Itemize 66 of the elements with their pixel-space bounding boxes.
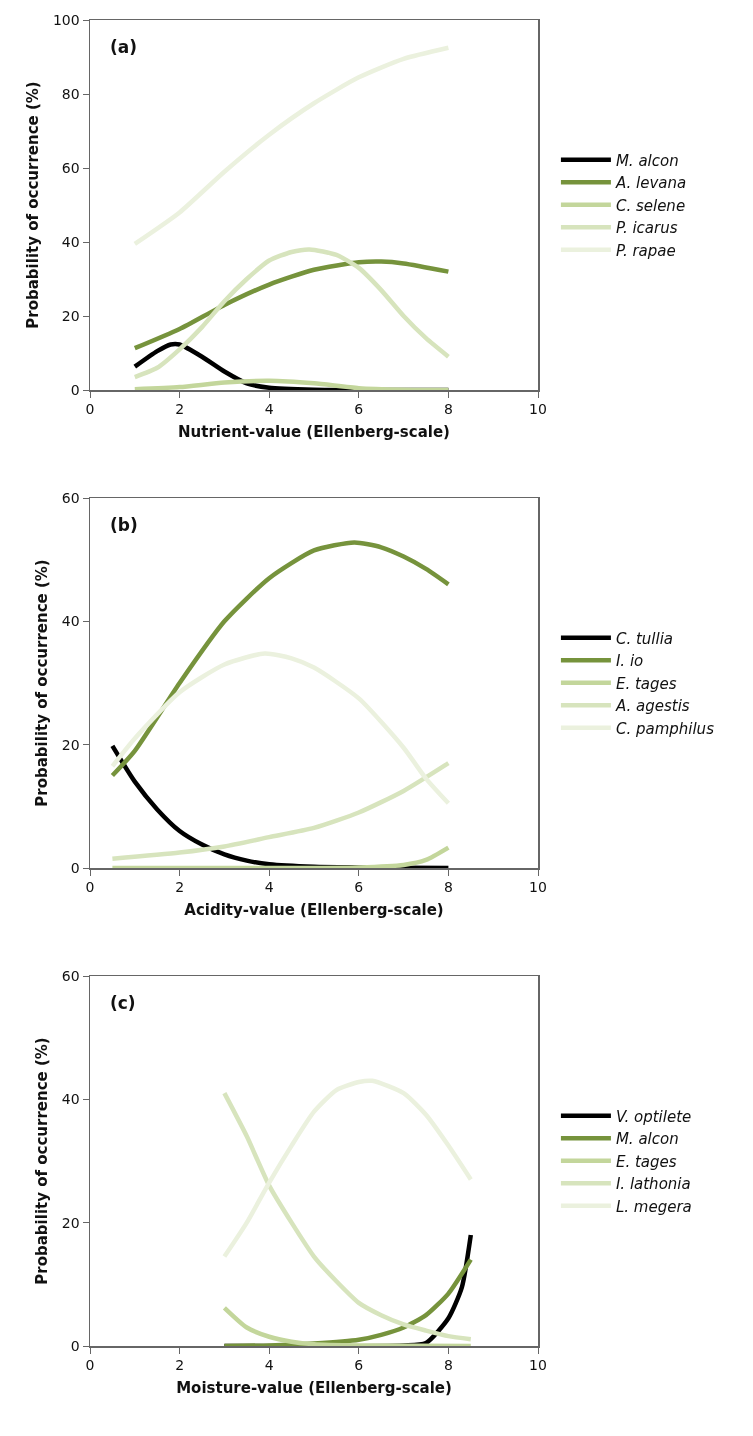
legend-label: A. levana	[614, 174, 687, 193]
legend-label: E. tages	[615, 674, 677, 693]
x-tick-label: 6	[354, 1357, 364, 1374]
x-axis-title: Nutrient-value (Ellenberg-scale)	[178, 423, 450, 442]
line-series	[132, 378, 451, 390]
line-series	[222, 1078, 474, 1259]
y-tick-label: 0	[70, 1337, 80, 1354]
x-tick-label: 4	[264, 879, 274, 896]
line-series	[132, 247, 451, 380]
y-tick-label: 40	[61, 233, 80, 250]
x-tick-label: 4	[264, 1357, 274, 1374]
legend-label: V. optilete	[615, 1107, 692, 1126]
x-tick-label: 0	[85, 401, 95, 418]
y-tick-label: 60	[61, 489, 80, 506]
legend-label: A. agestis	[614, 697, 690, 716]
y-tick-label: 40	[61, 613, 80, 630]
line-series	[110, 760, 451, 861]
line-series	[110, 651, 451, 806]
x-tick-label: 4	[264, 401, 274, 418]
legend-label: C. selene	[615, 196, 686, 215]
y-axis-title: Probability of occurrence (%)	[33, 559, 52, 807]
x-tick-label: 8	[443, 401, 453, 418]
legend-label: I. lathonia	[615, 1175, 691, 1194]
y-tick-label: 100	[52, 11, 80, 28]
x-tick-label: 6	[354, 879, 364, 896]
x-tick-label: 10	[529, 1357, 547, 1374]
x-tick-label: 0	[85, 1357, 95, 1374]
line-series	[222, 1090, 474, 1342]
line-series	[132, 259, 451, 351]
legend-label: E. tages	[615, 1152, 677, 1171]
y-tick-label: 0	[70, 859, 80, 876]
line-series	[110, 845, 451, 868]
annotation: (b)	[110, 515, 138, 535]
legend-label: I. io	[615, 652, 644, 671]
legend-label: P. icarus	[615, 219, 678, 238]
legend-label: M. alcon	[615, 151, 679, 170]
x-tick-label: 2	[175, 1357, 185, 1374]
x-tick-label: 10	[529, 879, 547, 896]
y-tick-label: 80	[61, 85, 80, 102]
legend-label: L. megera	[615, 1197, 692, 1216]
x-tick-label: 0	[85, 879, 95, 896]
x-axis-title: Acidity-value (Ellenberg-scale)	[184, 901, 444, 920]
y-tick-label: 60	[61, 967, 80, 984]
legend-label: M. alcon	[615, 1130, 679, 1149]
x-axis-title: Moisture-value (Ellenberg-scale)	[176, 1379, 452, 1398]
legend-label: P. rapae	[615, 241, 676, 260]
x-tick-label: 10	[529, 401, 547, 418]
legend-label: C. pamphilus	[615, 719, 715, 738]
x-tick-label: 8	[443, 879, 453, 896]
y-tick-label: 40	[61, 1091, 80, 1108]
y-tick-label: 20	[61, 736, 80, 753]
y-tick-label: 0	[70, 381, 80, 398]
annotation: (c)	[110, 993, 136, 1013]
y-tick-label: 20	[61, 307, 80, 324]
line-series	[110, 540, 451, 778]
annotation: (a)	[110, 37, 138, 57]
y-tick-label: 20	[61, 1214, 80, 1231]
y-axis-title: Probability of occurrence (%)	[33, 1037, 52, 1285]
line-series	[222, 1305, 474, 1346]
x-tick-label: 2	[175, 879, 185, 896]
y-axis-title: Probability of occurrence (%)	[24, 81, 43, 329]
legend-label: C. tullia	[615, 629, 674, 648]
x-tick-label: 8	[443, 1357, 453, 1374]
y-tick-label: 60	[61, 159, 80, 176]
x-tick-label: 2	[175, 401, 185, 418]
x-tick-label: 6	[354, 401, 364, 418]
